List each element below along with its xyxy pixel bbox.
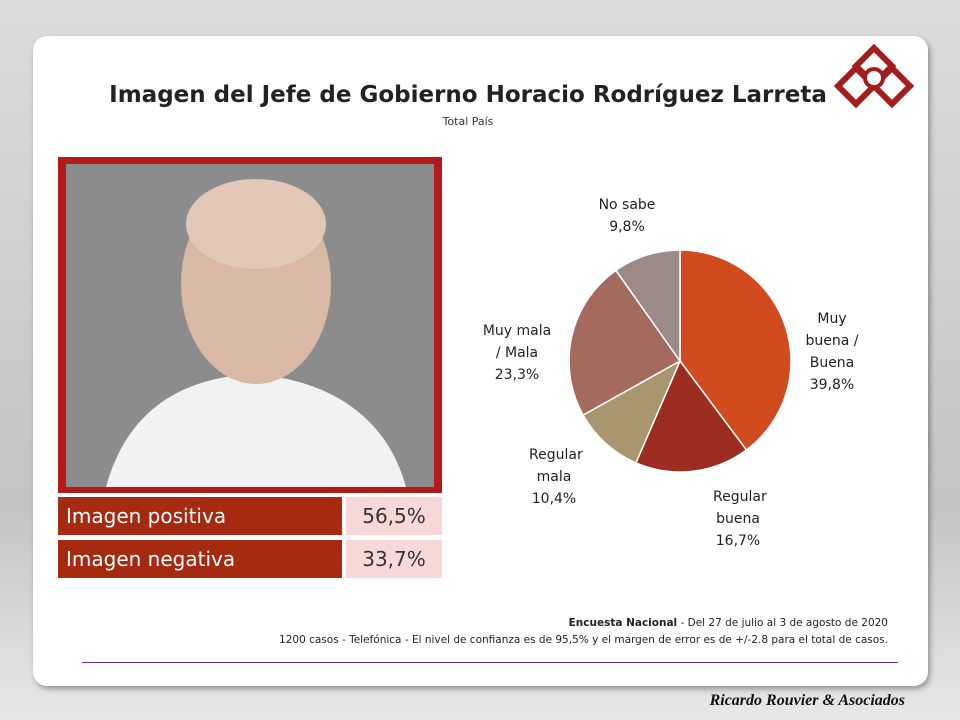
slice-category: Regular buena	[713, 489, 767, 527]
portrait-placeholder	[66, 164, 434, 487]
survey-method: 1200 casos - Telefónica - El nivel de co…	[279, 634, 888, 646]
row-label: Imagen positiva	[58, 497, 342, 535]
survey-dates: - Del 27 de julio al 3 de agosto de 2020	[677, 617, 889, 629]
slice-value: 39,8%	[809, 377, 855, 393]
row-value: 56,5%	[346, 497, 442, 535]
slice-category: Muy mala / Mala	[482, 323, 552, 361]
footer-rule	[82, 662, 898, 663]
pie-slice	[582, 359, 682, 464]
row-value: 33,7%	[346, 540, 442, 578]
pie-slice	[614, 249, 681, 364]
slice-label: Muy mala / Mala 23,3%	[462, 320, 572, 386]
slice-category: Muy buena / Buena	[805, 311, 859, 371]
slice-category: No sabe	[598, 197, 656, 213]
slice-label: Regular buena 16,7%	[683, 486, 793, 552]
pie-slice	[568, 269, 682, 417]
subtitle: Total País	[442, 115, 494, 128]
pie-slice	[634, 359, 748, 473]
survey-name: Encuesta Nacional	[568, 617, 678, 629]
slice-label: Muy buena / Buena 39,8%	[777, 308, 887, 396]
logo	[834, 44, 914, 109]
brand: Ricardo Rouvier & Asociados	[709, 692, 905, 709]
slice-value: 16,7%	[715, 533, 761, 549]
slice-value: 23,3%	[494, 367, 540, 383]
slice-label: No sabe 9,8%	[572, 194, 682, 238]
title: Imagen del Jefe de Gobierno Horacio Rodr…	[109, 82, 827, 108]
footer-line: Encuesta Nacional - Del 27 de julio al 3…	[569, 617, 888, 629]
portrait-photo	[66, 164, 434, 487]
slice-label: Regular mala 10,4%	[499, 444, 609, 510]
pie-slice	[679, 249, 792, 452]
slice-value: 10,4%	[531, 491, 577, 507]
slice-value: 9,8%	[609, 219, 645, 235]
slice-category: Regular mala	[529, 447, 583, 485]
row-label: Imagen negativa	[58, 540, 342, 578]
